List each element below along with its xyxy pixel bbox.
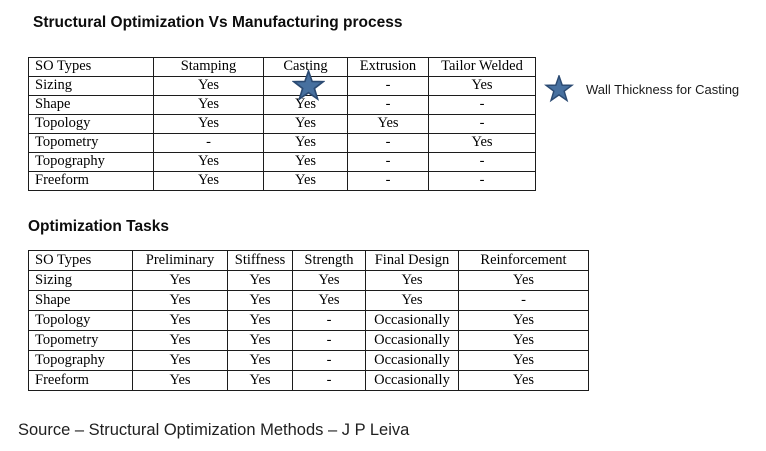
table-header-row: SO Types Preliminary Stiffness Strength Fina…	[28, 250, 589, 271]
table-row: Topology Yes Yes Yes -	[28, 114, 536, 134]
value-cell: Yes	[153, 95, 264, 115]
star-icon	[292, 70, 325, 102]
value-cell: Yes	[365, 290, 459, 311]
value-cell: -	[153, 133, 264, 153]
row-header-cell: Topology	[28, 310, 133, 331]
source-citation: Source – Structural Optimization Methods…	[18, 421, 410, 439]
value-cell: Yes	[458, 350, 589, 371]
value-cell: Yes	[428, 133, 536, 153]
row-header-cell: Sizing	[28, 76, 154, 96]
table-header-row: SO Types Stamping Casting Extrusion Tailor W…	[28, 57, 536, 77]
table-row: Topology Yes Yes - Occasionally Yes	[28, 310, 589, 331]
value-cell: Yes	[292, 290, 366, 311]
value-cell: Occasionally	[365, 310, 459, 331]
table-row: Topometry - Yes - Yes	[28, 133, 536, 153]
value-cell: Occasionally	[365, 330, 459, 351]
table-row: Topometry Yes Yes - Occasionally Yes	[28, 330, 589, 351]
value-cell: -	[347, 95, 429, 115]
value-cell: Yes	[428, 76, 536, 96]
row-header-cell: Topology	[28, 114, 154, 134]
column-header: Reinforcement	[458, 250, 589, 271]
row-header-cell: Topography	[28, 350, 133, 371]
value-cell: Yes	[263, 171, 348, 191]
value-cell: Yes	[365, 270, 459, 291]
row-header-cell: Topometry	[28, 330, 133, 351]
value-cell: Yes	[153, 152, 264, 172]
value-cell: Yes	[132, 330, 228, 351]
value-cell: -	[428, 152, 536, 172]
row-header-cell: Freeform	[28, 370, 133, 391]
value-cell: Yes	[227, 310, 293, 331]
value-cell: Yes	[458, 270, 589, 291]
row-header-cell: Freeform	[28, 171, 154, 191]
value-cell: -	[428, 95, 536, 115]
column-header: SO Types	[28, 250, 133, 271]
value-cell: -	[428, 171, 536, 191]
table-row: Freeform Yes Yes - -	[28, 171, 536, 191]
tasks-section-title: Optimization Tasks	[28, 218, 169, 235]
value-cell: -	[458, 290, 589, 311]
star-shape	[292, 70, 325, 102]
value-cell: Occasionally	[365, 350, 459, 371]
value-cell: -	[347, 76, 429, 96]
column-header: Final Design	[365, 250, 459, 271]
column-header: Extrusion	[347, 57, 429, 77]
value-cell: Yes	[227, 350, 293, 371]
table-row: Shape Yes Yes - -	[28, 95, 536, 115]
value-cell: -	[347, 133, 429, 153]
column-header: Tailor Welded	[428, 57, 536, 77]
value-cell: Occasionally	[365, 370, 459, 391]
table-row: Freeform Yes Yes - Occasionally Yes	[28, 370, 589, 391]
value-cell: Yes	[227, 290, 293, 311]
row-header-cell: Topometry	[28, 133, 154, 153]
value-cell: Yes	[132, 310, 228, 331]
value-cell: -	[292, 330, 366, 351]
column-header: Stamping	[153, 57, 264, 77]
optimization-tasks-table: SO Types Preliminary Stiffness Strength Fina…	[28, 250, 589, 391]
column-header: Strength	[292, 250, 366, 271]
table-row: Sizing Yes - Yes	[28, 76, 536, 96]
column-header: Stiffness	[227, 250, 293, 271]
value-cell: -	[292, 310, 366, 331]
table-row: Shape Yes Yes Yes Yes -	[28, 290, 589, 311]
value-cell: Yes	[227, 270, 293, 291]
value-cell: Yes	[227, 330, 293, 351]
value-cell: -	[347, 171, 429, 191]
row-header-cell: Topography	[28, 152, 154, 172]
value-cell: Yes	[227, 370, 293, 391]
value-cell: Yes	[458, 310, 589, 331]
value-cell: Yes	[263, 133, 348, 153]
value-cell: -	[428, 114, 536, 134]
value-cell: -	[292, 350, 366, 371]
value-cell: Yes	[458, 330, 589, 351]
value-cell: -	[292, 370, 366, 391]
value-cell: Yes	[347, 114, 429, 134]
value-cell: Yes	[292, 270, 366, 291]
manufacturing-section-title: Structural Optimization Vs Manufacturing…	[33, 14, 403, 31]
value-cell: Yes	[153, 76, 264, 96]
value-cell: Yes	[132, 370, 228, 391]
star-shape	[544, 75, 574, 103]
table-row: Sizing Yes Yes Yes Yes Yes	[28, 270, 589, 291]
value-cell: Yes	[153, 171, 264, 191]
value-cell: Yes	[263, 114, 348, 134]
star-legend-label: Wall Thickness for Casting	[586, 82, 740, 97]
column-header: SO Types	[28, 57, 154, 77]
value-cell: Yes	[132, 270, 228, 291]
row-header-cell: Sizing	[28, 270, 133, 291]
table-row: Topography Yes Yes - -	[28, 152, 536, 172]
value-cell: -	[347, 152, 429, 172]
star-icon	[544, 75, 574, 103]
value-cell: Yes	[132, 290, 228, 311]
row-header-cell: Shape	[28, 95, 154, 115]
value-cell: Yes	[263, 152, 348, 172]
table-row: Topography Yes Yes - Occasionally Yes	[28, 350, 589, 371]
column-header: Preliminary	[132, 250, 228, 271]
value-cell: Yes	[132, 350, 228, 371]
value-cell: Yes	[458, 370, 589, 391]
value-cell: Yes	[153, 114, 264, 134]
manufacturing-process-table: SO Types Stamping Casting Extrusion Tailor W…	[28, 57, 536, 191]
row-header-cell: Shape	[28, 290, 133, 311]
